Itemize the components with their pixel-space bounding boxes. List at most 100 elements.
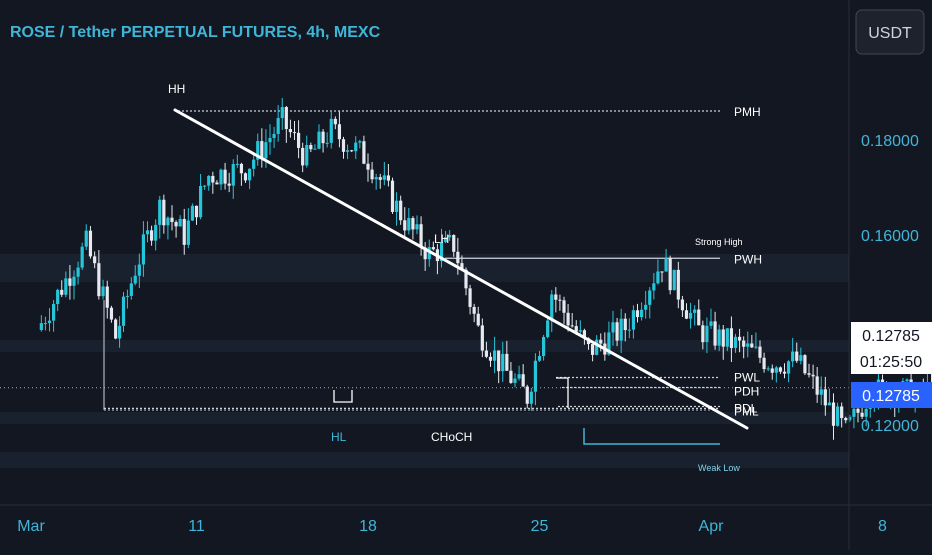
candle-body: [374, 177, 378, 180]
candle-body: [521, 374, 525, 387]
candle-body: [750, 343, 754, 348]
candle-body: [423, 247, 427, 260]
candle-body: [264, 142, 268, 159]
trendline[interactable]: [173, 108, 749, 430]
candle-body: [827, 402, 832, 406]
candle-body: [354, 142, 358, 152]
candle-body: [774, 367, 778, 373]
candle-body: [823, 389, 827, 406]
candle-body: [701, 325, 705, 343]
candle-body: [166, 217, 170, 226]
candle-body: [852, 408, 856, 417]
candle-body: [358, 141, 362, 143]
candle-body: [639, 309, 644, 318]
level-lines: [0, 110, 849, 409]
candle-body: [133, 275, 137, 284]
candle-body: [880, 379, 885, 384]
candle-body: [627, 329, 631, 331]
candle-body: [341, 139, 346, 152]
candle-body: [676, 269, 680, 300]
candle-body: [807, 373, 811, 375]
candle-body: [203, 185, 207, 187]
candle-body: [362, 141, 366, 164]
candle-body: [68, 278, 72, 286]
hl-label: HL: [331, 430, 347, 444]
candle-body: [284, 107, 288, 130]
candle-body: [231, 164, 235, 186]
candle-body: [296, 132, 301, 148]
candle-body: [529, 391, 533, 404]
candle-body: [121, 296, 126, 326]
candle-body: [619, 318, 623, 341]
candle-body: [791, 351, 795, 362]
candle-body: [831, 402, 836, 426]
candle-body: [80, 246, 84, 268]
candle-body: [211, 175, 215, 183]
candle-body: [578, 330, 582, 332]
candles[interactable]: [39, 97, 932, 440]
candle-body: [114, 319, 118, 339]
candle-body: [182, 218, 186, 245]
candle-body: [688, 312, 693, 319]
candle-body: [223, 169, 227, 184]
candle-body: [215, 182, 219, 185]
zone-band: [0, 412, 849, 424]
candle-body: [844, 418, 848, 421]
candle-body: [644, 304, 648, 310]
candle-body: [656, 271, 660, 284]
candle-body: [541, 336, 546, 356]
choch-bracket: [556, 377, 569, 408]
candle-body: [905, 379, 909, 382]
candle-body: [864, 408, 868, 417]
candle-body: [803, 355, 807, 374]
candle-body: [725, 328, 729, 347]
candle-body: [207, 175, 211, 186]
choch-label: CHoCH: [431, 430, 472, 444]
currency-button[interactable]: [855, 9, 925, 55]
candle-body: [186, 220, 190, 245]
candle-body: [321, 131, 325, 144]
price-ticks: 0.18000 0.16000 0.12000: [861, 133, 919, 435]
candle-body: [411, 218, 415, 230]
candle-body: [345, 150, 350, 152]
time-tick-label: 8: [878, 518, 887, 535]
candle-body: [660, 271, 664, 273]
candle-body: [247, 168, 252, 181]
candle-body: [158, 199, 162, 225]
candle-body: [623, 318, 627, 331]
structure-lines: [103, 300, 720, 445]
candle-body: [705, 325, 709, 343]
candle-body: [252, 159, 256, 169]
candle-body: [403, 220, 407, 231]
candle-body: [848, 416, 852, 421]
candle-body: [456, 251, 460, 264]
candle-body: [590, 344, 595, 355]
candle-body: [419, 224, 423, 248]
time-tick-label: 25: [531, 518, 549, 535]
last-price-label: 0.12785: [862, 388, 920, 405]
candle-body: [815, 376, 819, 395]
candle-body: [93, 256, 97, 264]
lh-label: LH: [434, 232, 449, 246]
candle-body: [64, 278, 68, 295]
candle-body: [149, 230, 154, 241]
candle-body: [235, 163, 239, 165]
time-tick-label: 11: [188, 518, 205, 535]
candle-body: [758, 346, 762, 358]
countdown-label: 01:25:50: [860, 354, 922, 371]
candle-body: [452, 235, 456, 252]
currency-button-label[interactable]: USDT: [868, 25, 912, 42]
level-label: PDH: [734, 384, 759, 398]
candle-body: [652, 283, 656, 291]
candle-body: [448, 235, 452, 238]
weak-low-line: [583, 428, 720, 445]
candle-body: [746, 343, 750, 347]
candle-body: [219, 169, 223, 185]
candle-body: [570, 325, 574, 327]
candle-body: [325, 142, 329, 144]
candle-body: [733, 336, 738, 348]
candle-body: [288, 129, 293, 133]
candle-body: [480, 325, 484, 351]
candle-body: [280, 107, 284, 119]
candle-body: [484, 350, 489, 357]
